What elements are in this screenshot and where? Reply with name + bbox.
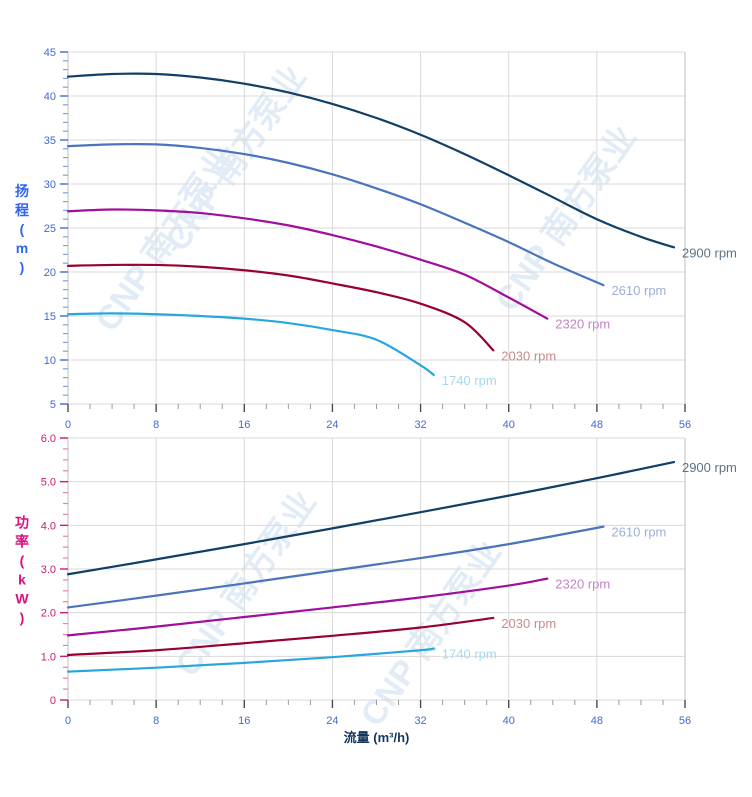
svg-text:5.0: 5.0 [41, 477, 56, 489]
svg-text:(: ( [20, 221, 25, 237]
svg-text:扬: 扬 [15, 183, 29, 199]
power-plot: 0 1.0 2.0 3.0 4.0 5.0 6.0 0 8 16 24 32 40 48 56 2900 rp… [15, 433, 737, 727]
gridlines [67, 51, 686, 405]
svg-text:56: 56 [679, 715, 691, 727]
curve-2610-rpm [66, 142, 605, 287]
series-label-2900-rpm: 2900 rpm [682, 245, 737, 260]
svg-text:8: 8 [153, 419, 159, 431]
series-label-1740-rpm: 1740 rpm [442, 646, 497, 661]
series-label-2610-rpm: 2610 rpm [611, 525, 666, 540]
svg-text:0: 0 [65, 715, 71, 727]
svg-text:): ) [20, 610, 25, 626]
svg-text:30: 30 [44, 179, 56, 191]
svg-text:20: 20 [44, 267, 56, 279]
svg-text:2.0: 2.0 [41, 608, 56, 620]
curve-1740-rpm [66, 312, 435, 377]
head-plot: 5 10 15 20 25 30 35 40 45 0 8 16 24 32 40 48 56 2900 rpm 2… [15, 47, 737, 431]
curve-2320-rpm [66, 208, 549, 320]
svg-text:1.0: 1.0 [41, 651, 56, 663]
series-label-2030-rpm: 2030 rpm [501, 348, 556, 363]
svg-text:35: 35 [44, 135, 56, 147]
svg-text:48: 48 [591, 715, 603, 727]
y-axis-title: 功率 ( kW) [15, 515, 29, 626]
curve-2900-rpm [66, 460, 676, 576]
curve-2030-rpm [66, 263, 495, 352]
x-axis-title: 流量 (m³/h) [344, 730, 410, 745]
series-label-2320-rpm: 2320 rpm [555, 577, 610, 592]
y-axis-ticks [60, 51, 68, 405]
svg-text:24: 24 [326, 715, 338, 727]
svg-text:m: m [16, 240, 28, 256]
series-label-2610-rpm: 2610 rpm [611, 283, 666, 298]
svg-text:40: 40 [503, 715, 515, 727]
series-layer [66, 460, 676, 673]
svg-text:): ) [20, 259, 25, 275]
curve-2030-rpm [66, 616, 495, 657]
svg-text:率: 率 [15, 534, 29, 550]
svg-text:48: 48 [591, 419, 603, 431]
svg-text:45: 45 [44, 47, 56, 59]
series-label-1740-rpm: 1740 rpm [442, 373, 497, 388]
svg-text:0: 0 [65, 419, 71, 431]
curve-2900-rpm [66, 72, 676, 249]
svg-text:(: ( [20, 553, 25, 569]
svg-text:32: 32 [414, 419, 426, 431]
curve-1740-rpm [66, 647, 435, 673]
series-label-2320-rpm: 2320 rpm [555, 317, 610, 332]
x-axis-ticks [67, 404, 686, 412]
svg-text:流量 (m³/h): 流量 (m³/h) [344, 730, 410, 745]
svg-text:56: 56 [679, 419, 691, 431]
series-label-2030-rpm: 2030 rpm [501, 616, 556, 631]
svg-text:5: 5 [50, 399, 56, 411]
curve-2320-rpm [66, 577, 549, 637]
svg-text:0: 0 [50, 695, 56, 707]
svg-text:8: 8 [153, 715, 159, 727]
svg-text:程: 程 [15, 202, 29, 218]
svg-text:32: 32 [414, 715, 426, 727]
series-label-2900-rpm: 2900 rpm [682, 460, 737, 475]
y-axis-ticks [60, 437, 68, 701]
series-layer [66, 72, 676, 377]
svg-text:k: k [18, 572, 26, 588]
svg-text:10: 10 [44, 355, 56, 367]
svg-text:25: 25 [44, 223, 56, 235]
svg-text:6.0: 6.0 [41, 433, 56, 445]
svg-text:W: W [15, 591, 29, 607]
svg-text:3.0: 3.0 [41, 564, 56, 576]
svg-text:40: 40 [503, 419, 515, 431]
svg-text:24: 24 [326, 419, 338, 431]
svg-text:16: 16 [238, 715, 250, 727]
svg-text:15: 15 [44, 311, 56, 323]
svg-text:40: 40 [44, 91, 56, 103]
svg-text:功: 功 [15, 515, 29, 531]
svg-text:16: 16 [238, 419, 250, 431]
x-axis-ticks [67, 700, 686, 708]
svg-text:4.0: 4.0 [41, 520, 56, 532]
curve-2610-rpm [66, 525, 605, 609]
y-axis-title: 扬程 ( m) [15, 183, 29, 275]
gridlines [67, 437, 686, 701]
